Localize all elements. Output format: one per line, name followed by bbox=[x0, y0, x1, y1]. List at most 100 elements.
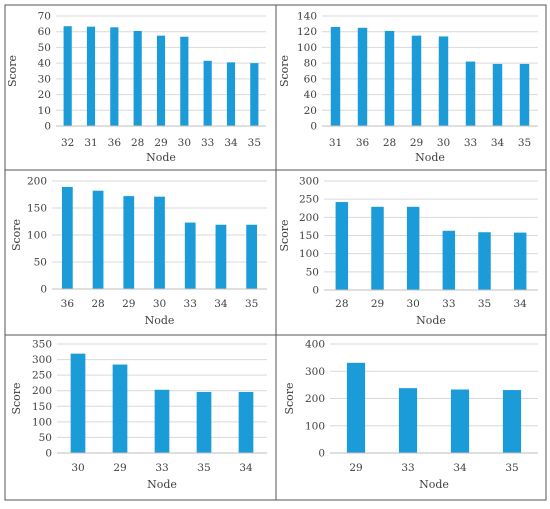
x-tick-label: 33 bbox=[401, 462, 414, 474]
y-tick-label: 100 bbox=[27, 230, 47, 242]
y-tick-label: 150 bbox=[299, 230, 319, 242]
x-tick-label: 31 bbox=[84, 137, 97, 149]
bar-35 bbox=[519, 63, 530, 126]
y-tick-label: 0 bbox=[45, 448, 52, 460]
bar-36 bbox=[61, 186, 73, 289]
x-tick-label: 35 bbox=[478, 298, 491, 310]
x-tick-label: 28 bbox=[91, 298, 104, 310]
y-axis-label: Score bbox=[278, 55, 291, 87]
x-tick-label: 35 bbox=[197, 462, 210, 474]
bar-30 bbox=[180, 36, 189, 126]
chart-panel-6: 0 100 200 300 400 29 33 34 35 Node Score bbox=[283, 339, 538, 491]
y-tick-label: 40 bbox=[304, 89, 317, 101]
bar-30 bbox=[154, 196, 165, 289]
bar-28 bbox=[133, 30, 142, 126]
bar-33 bbox=[203, 60, 212, 126]
x-tick-label: 30 bbox=[406, 298, 419, 310]
x-tick-label: 31 bbox=[329, 137, 342, 149]
x-tick-label: 28 bbox=[383, 137, 396, 149]
x-tick-label: 30 bbox=[178, 137, 191, 149]
y-tick-label: 300 bbox=[32, 354, 52, 366]
x-tick-label: 29 bbox=[349, 462, 362, 474]
y-tick-label: 100 bbox=[297, 42, 317, 54]
chart-panel-5: 0 50 100 150 200 250 300 350 30 29 33 35 34 Node Score bbox=[10, 339, 267, 491]
x-tick-label: 33 bbox=[155, 462, 168, 474]
chart-panel-4: 0 50 100 150 200 250 300 28 29 30 33 35 34 Node Score bbox=[278, 176, 538, 327]
x-tick-label: 34 bbox=[513, 298, 527, 310]
bar-29 bbox=[112, 364, 128, 453]
chart-panel-3: 0 50 100 150 200 36 28 29 30 33 34 35 Node Score bbox=[10, 176, 267, 327]
x-tick-label: 29 bbox=[122, 298, 135, 310]
y-tick-label: 200 bbox=[305, 393, 325, 405]
bar-32 bbox=[63, 26, 72, 126]
y-tick-label: 40 bbox=[38, 58, 51, 70]
bar-31 bbox=[86, 26, 96, 126]
y-tick-label: 50 bbox=[39, 432, 52, 444]
y-tick-label: 200 bbox=[299, 212, 319, 224]
bar-30 bbox=[406, 206, 420, 290]
x-tick-label: 35 bbox=[518, 137, 531, 149]
y-tick-label: 400 bbox=[305, 339, 325, 351]
x-tick-label: 35 bbox=[245, 298, 258, 310]
x-axis-label: Node bbox=[416, 314, 446, 327]
bar-34 bbox=[238, 391, 254, 453]
bar-29 bbox=[346, 362, 366, 453]
x-tick-label: 35 bbox=[248, 137, 261, 149]
x-tick-label: 35 bbox=[505, 462, 518, 474]
bar-35 bbox=[502, 390, 522, 453]
bar-35 bbox=[196, 391, 212, 453]
x-axis-label: Node bbox=[145, 314, 175, 327]
x-tick-label: 34 bbox=[214, 298, 228, 310]
x-tick-label: 34 bbox=[239, 462, 253, 474]
x-tick-label: 33 bbox=[442, 298, 455, 310]
y-tick-label: 20 bbox=[304, 105, 317, 117]
x-tick-label: 36 bbox=[61, 298, 75, 310]
x-tick-label: 30 bbox=[153, 298, 166, 310]
bar-30 bbox=[70, 353, 86, 453]
bar-31 bbox=[330, 27, 341, 126]
bar-29 bbox=[156, 35, 166, 127]
bar-35 bbox=[478, 232, 491, 290]
y-tick-label: 50 bbox=[34, 257, 47, 269]
y-tick-label: 250 bbox=[299, 194, 319, 206]
x-tick-label: 28 bbox=[131, 137, 144, 149]
bar-30 bbox=[438, 36, 449, 126]
y-tick-label: 60 bbox=[38, 26, 51, 38]
bar-29 bbox=[371, 206, 384, 290]
bar-35 bbox=[250, 63, 259, 126]
bar-34 bbox=[226, 62, 236, 126]
y-tick-label: 100 bbox=[32, 416, 52, 428]
y-tick-label: 200 bbox=[32, 385, 52, 397]
y-tick-label: 10 bbox=[38, 105, 51, 117]
y-tick-label: 100 bbox=[299, 248, 319, 260]
y-tick-label: 0 bbox=[44, 121, 51, 133]
y-tick-label: 150 bbox=[32, 401, 52, 413]
y-tick-label: 100 bbox=[305, 420, 325, 432]
y-tick-label: 50 bbox=[306, 266, 319, 278]
bar-33 bbox=[442, 230, 456, 290]
bar-28 bbox=[335, 202, 349, 290]
y-tick-label: 250 bbox=[32, 370, 52, 382]
x-axis-label: Node bbox=[419, 478, 449, 491]
y-axis-label: Score bbox=[278, 219, 291, 251]
bar-34 bbox=[513, 232, 527, 290]
x-tick-label: 36 bbox=[108, 137, 122, 149]
x-tick-label: 30 bbox=[437, 137, 450, 149]
bar-36 bbox=[357, 27, 368, 127]
y-tick-label: 350 bbox=[32, 339, 52, 351]
bar-33 bbox=[154, 389, 170, 453]
y-tick-label: 0 bbox=[40, 284, 47, 296]
bar-36 bbox=[110, 27, 119, 126]
chart-panel-2: 0 20 40 60 80 100 120 140 31 36 28 29 30 33 34 35 Node Sc… bbox=[278, 11, 538, 164]
x-axis-label: Node bbox=[146, 151, 176, 164]
y-tick-label: 300 bbox=[305, 366, 325, 378]
bar-28 bbox=[92, 190, 104, 289]
y-axis-label: Score bbox=[10, 219, 23, 251]
x-tick-label: 36 bbox=[356, 137, 370, 149]
x-tick-label: 33 bbox=[464, 137, 477, 149]
bar-35 bbox=[246, 224, 258, 289]
y-tick-label: 70 bbox=[38, 11, 51, 23]
bar-29 bbox=[123, 196, 135, 289]
